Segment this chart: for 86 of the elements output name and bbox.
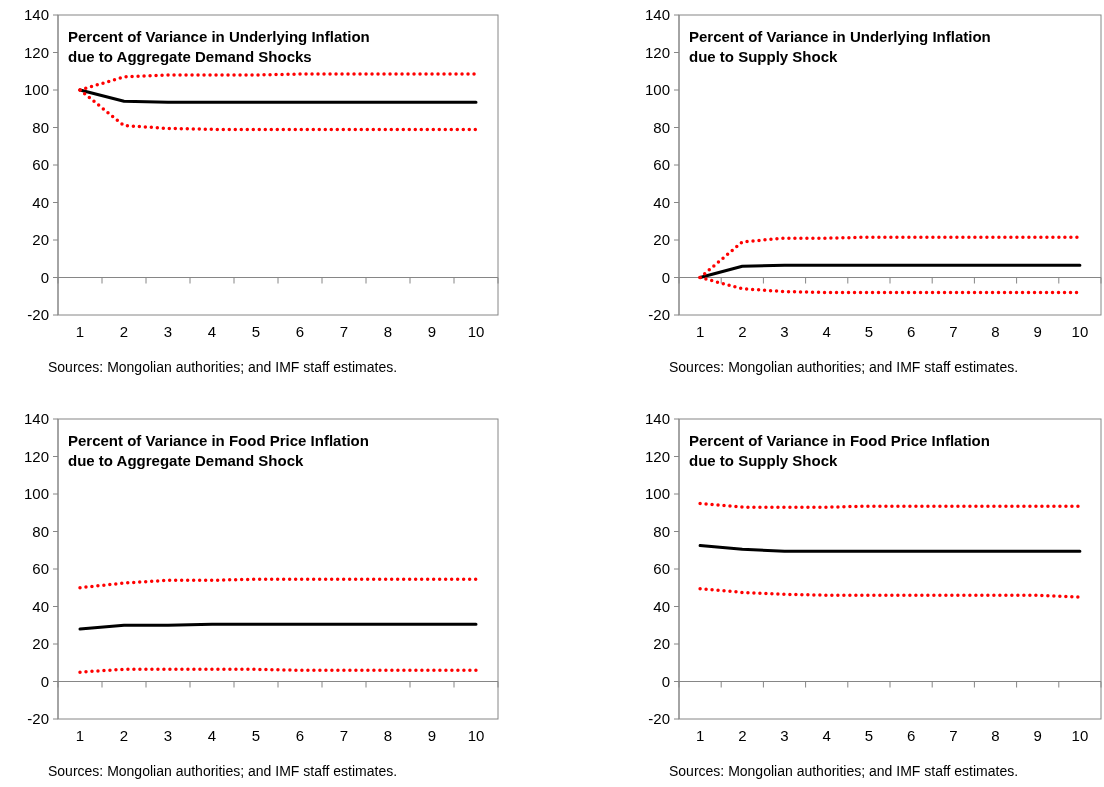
- y-tick-label: 0: [661, 268, 670, 286]
- x-tick-label: 1: [695, 727, 705, 744]
- source-note: Sources: Mongolian authorities; and IMF staff estimates.: [669, 763, 1019, 779]
- y-tick-label: 0: [40, 672, 49, 690]
- y-tick-label: 20: [32, 231, 49, 249]
- x-tick-label: 9: [427, 323, 437, 340]
- x-tick-label: 7: [949, 323, 958, 340]
- y-tick-label: 20: [653, 635, 670, 653]
- x-tick-label: 4: [207, 323, 217, 340]
- x-tick-label: 4: [822, 727, 831, 744]
- line-series: [698, 586, 1082, 599]
- y-tick-label: 40: [653, 193, 670, 211]
- x-tick-label: 8: [383, 727, 393, 744]
- y-tick-label: 120: [23, 43, 49, 61]
- y-tick-label: 80: [32, 522, 49, 540]
- y-tick-label: 60: [653, 156, 670, 174]
- y-tick-label: -20: [648, 710, 670, 728]
- x-tick-label: 9: [427, 727, 437, 744]
- x-tick-label: 1: [75, 323, 85, 340]
- y-tick-label: 140: [23, 410, 49, 428]
- y-tick-label: 100: [23, 81, 49, 99]
- x-tick-label: 1: [75, 727, 85, 744]
- x-tick-label: 2: [119, 727, 129, 744]
- y-tick-label: 60: [32, 156, 49, 174]
- text: Percent of Variance in Food Price Inflation due to Supply Shock: [689, 432, 990, 469]
- x-tick-label: 3: [780, 727, 789, 744]
- text: Percent of Variance in Food Price Inflation due to Aggregate Demand Shock: [68, 432, 369, 469]
- x-tick-label: 2: [738, 323, 747, 340]
- y-tick-label: 60: [32, 560, 49, 578]
- x-tick-label: 10: [1071, 727, 1089, 744]
- text: Percent of Variance in Underlying Inflation due to Supply Shock: [689, 28, 991, 65]
- y-tick-label: 120: [644, 447, 670, 465]
- y-tick-label: 140: [23, 6, 49, 24]
- text: Percent of Variance in Underlying Inflation due to Aggregate Demand Shocks: [68, 28, 370, 65]
- x-tick-label: 5: [251, 727, 261, 744]
- source-note: Sources: Mongolian authorities; and IMF staff estimates.: [669, 359, 1019, 375]
- y-tick-label: 0: [661, 672, 670, 690]
- x-tick-label: 8: [991, 727, 1000, 744]
- x-tick-label: 10: [467, 323, 485, 340]
- y-tick-label: 100: [644, 81, 670, 99]
- y-tick-label: 100: [644, 485, 670, 503]
- x-tick-label: 6: [295, 323, 305, 340]
- y-tick-label: -20: [27, 306, 49, 324]
- y-tick-label: 100: [23, 485, 49, 503]
- x-tick-label: 8: [991, 323, 1000, 340]
- x-tick-label: 6: [295, 727, 305, 744]
- y-tick-label: 80: [32, 118, 49, 136]
- source-note: Sources: Mongolian authorities; and IMF staff estimates.: [48, 359, 398, 375]
- x-tick-label: 9: [1033, 727, 1042, 744]
- y-tick-label: 40: [653, 597, 670, 615]
- x-tick-label: 3: [780, 323, 789, 340]
- x-tick-label: 10: [467, 727, 485, 744]
- y-tick-label: 120: [644, 43, 670, 61]
- x-tick-label: 7: [339, 323, 349, 340]
- y-tick-label: 40: [32, 193, 49, 211]
- source-note: Sources: Mongolian authorities; and IMF staff estimates.: [48, 763, 398, 779]
- x-tick-label: 6: [906, 727, 916, 744]
- x-tick-label: 2: [119, 323, 129, 340]
- y-tick-label: 80: [653, 118, 670, 136]
- x-tick-label: 2: [738, 727, 747, 744]
- x-tick-label: 3: [163, 323, 173, 340]
- x-tick-label: 5: [864, 727, 874, 744]
- line-series: [78, 577, 478, 590]
- y-tick-label: 120: [23, 447, 49, 465]
- x-tick-label: 5: [864, 323, 874, 340]
- x-tick-label: 7: [949, 727, 958, 744]
- y-tick-label: 0: [40, 268, 49, 286]
- y-tick-label: 20: [32, 635, 49, 653]
- x-tick-label: 5: [251, 323, 261, 340]
- y-tick-label: 140: [644, 410, 670, 428]
- x-tick-label: 4: [207, 727, 217, 744]
- x-tick-label: 10: [1071, 323, 1089, 340]
- x-tick-label: 4: [822, 323, 831, 340]
- x-tick-label: 3: [163, 727, 173, 744]
- y-tick-label: 60: [653, 560, 670, 578]
- y-tick-label: 140: [644, 6, 670, 24]
- x-tick-label: 7: [339, 727, 349, 744]
- y-tick-label: 20: [653, 231, 670, 249]
- x-tick-label: 6: [906, 323, 916, 340]
- y-tick-label: 40: [32, 597, 49, 615]
- y-tick-label: -20: [27, 710, 49, 728]
- x-tick-label: 8: [383, 323, 393, 340]
- y-tick-label: 80: [653, 522, 670, 540]
- x-tick-label: 9: [1033, 323, 1042, 340]
- x-tick-label: 1: [695, 323, 705, 340]
- y-tick-label: -20: [648, 306, 670, 324]
